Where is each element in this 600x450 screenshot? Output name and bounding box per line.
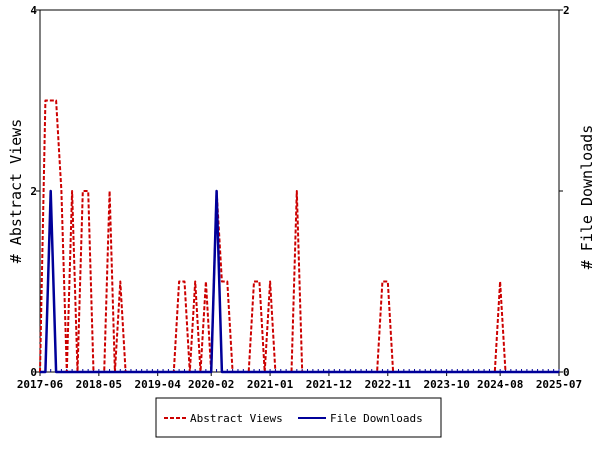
x-tick-label: 2024-08: [477, 378, 523, 391]
y-left-tick-label: 0: [30, 366, 37, 379]
y-axis-title-left: # Abstract Views: [7, 119, 25, 264]
series-line-file-downloads: [40, 189, 559, 374]
x-tick-label: 2023-10: [423, 378, 469, 391]
x-tick-label: 2018-05: [76, 378, 122, 391]
legend-label-file-downloads: File Downloads: [330, 412, 423, 425]
x-tick-label: 2021-01: [247, 378, 294, 391]
x-tick-label: 2022-11: [365, 378, 412, 391]
x-tick-label: 2025-07: [536, 378, 582, 391]
legend-label-abstract-views: Abstract Views: [190, 412, 283, 425]
series-layer: [39, 99, 559, 374]
y-right-tick-label: 0: [563, 366, 570, 379]
y-axis-title-right: # File Downloads: [578, 125, 596, 270]
x-tick-label: 2017-06: [17, 378, 64, 391]
x-tick-label: 2020-02: [188, 378, 234, 391]
x-tick-label: 2019-04: [135, 378, 182, 391]
y-right-tick-label: 2: [563, 4, 570, 17]
y-left-tick-label: 4: [30, 4, 37, 17]
legend: Abstract Views File Downloads: [155, 397, 442, 438]
y-left-tick-label: 2: [30, 185, 37, 198]
x-tick-label: 2021-12: [306, 378, 352, 391]
tick-labels: 2017-06 2018-05 2019-04 2020-02 2021-01 2021-…: [17, 4, 582, 391]
